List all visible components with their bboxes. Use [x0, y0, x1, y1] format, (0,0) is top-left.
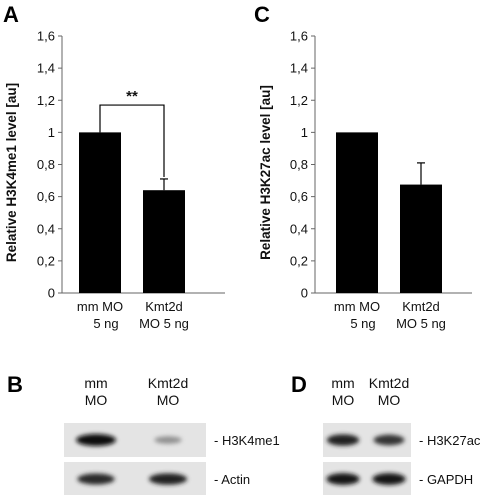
x-category-label: Kmt2d — [402, 299, 440, 314]
y-tick-label: 0,6 — [290, 189, 308, 204]
blot-band — [76, 434, 116, 446]
bar — [79, 132, 121, 293]
bar — [336, 132, 378, 293]
panel-d-letter: D — [291, 372, 307, 397]
y-tick-label: 1,6 — [37, 29, 55, 44]
y-tick-label: 1,2 — [37, 93, 55, 108]
y-tick-label: 1,4 — [37, 61, 55, 76]
y-tick-label: 0,8 — [290, 157, 308, 172]
lane-label: MO — [332, 392, 355, 408]
significance-bracket-line — [99, 104, 165, 177]
blot-band — [326, 434, 360, 446]
y-tick-label: 1 — [48, 125, 55, 140]
y-tick-label: 1,4 — [290, 61, 308, 76]
blot-row-label: - Actin — [214, 472, 250, 487]
x-category-label: mm MO — [334, 299, 380, 314]
y-tick-label: 0,6 — [37, 189, 55, 204]
x-category-label: MO 5 ng — [139, 316, 189, 331]
bar — [143, 190, 185, 293]
lane-label: MO — [85, 392, 108, 408]
panel-a-chart: A Relative H3K4me1 level [au] 0 0,2 0,4 0,6… — [3, 2, 225, 331]
x-category-label: mm MO — [77, 299, 123, 314]
lane-label: MO — [157, 392, 180, 408]
lane-label: MO — [378, 392, 401, 408]
lane-label: Kmt2d — [148, 375, 188, 391]
x-category-label: MO 5 ng — [396, 316, 446, 331]
y-tick-label: 1 — [301, 125, 308, 140]
y-tick-label: 0,2 — [290, 253, 308, 268]
blot-band — [372, 473, 406, 485]
panel-a-y-axis-label: Relative H3K4me1 level [au] — [4, 83, 19, 262]
blot-band — [148, 473, 188, 485]
panel-c-chart: C Relative H3K27ac level [au] 0 0,2 0,4 0,6… — [254, 2, 472, 331]
lane-label: mm — [84, 375, 107, 391]
blot-row-label: - GAPDH — [419, 472, 473, 487]
y-tick-label: 0,8 — [37, 157, 55, 172]
bar — [400, 184, 442, 293]
y-tick-label: 0 — [301, 286, 308, 301]
blot-band — [154, 436, 182, 444]
blot-band — [77, 473, 115, 485]
lane-label: Kmt2d — [369, 375, 409, 391]
panel-a-letter: A — [3, 2, 19, 27]
x-category-label: 5 ng — [350, 316, 375, 331]
y-tick-label: 1,2 — [290, 93, 308, 108]
x-category-label: Kmt2d — [145, 299, 183, 314]
y-tick-label: 0,4 — [37, 221, 55, 236]
blot-band — [373, 434, 405, 446]
panel-b-letter: B — [7, 372, 23, 397]
x-category-label: 5 ng — [93, 316, 118, 331]
y-tick-label: 0,2 — [37, 253, 55, 268]
y-tick-label: 1,6 — [290, 29, 308, 44]
blot-band — [326, 473, 360, 485]
significance-label: ** — [126, 88, 138, 105]
panel-c-y-axis-label: Relative H3K27ac level [au] — [258, 85, 273, 260]
y-tick-label: 0 — [48, 286, 55, 301]
blot-row-label: - H3K27ac — [419, 433, 481, 448]
blot-row-label: - H3K4me1 — [214, 433, 280, 448]
significance-bracket: ** — [99, 88, 165, 177]
lane-label: mm — [331, 375, 354, 391]
panel-c-letter: C — [254, 2, 270, 27]
y-tick-label: 0,4 — [290, 221, 308, 236]
